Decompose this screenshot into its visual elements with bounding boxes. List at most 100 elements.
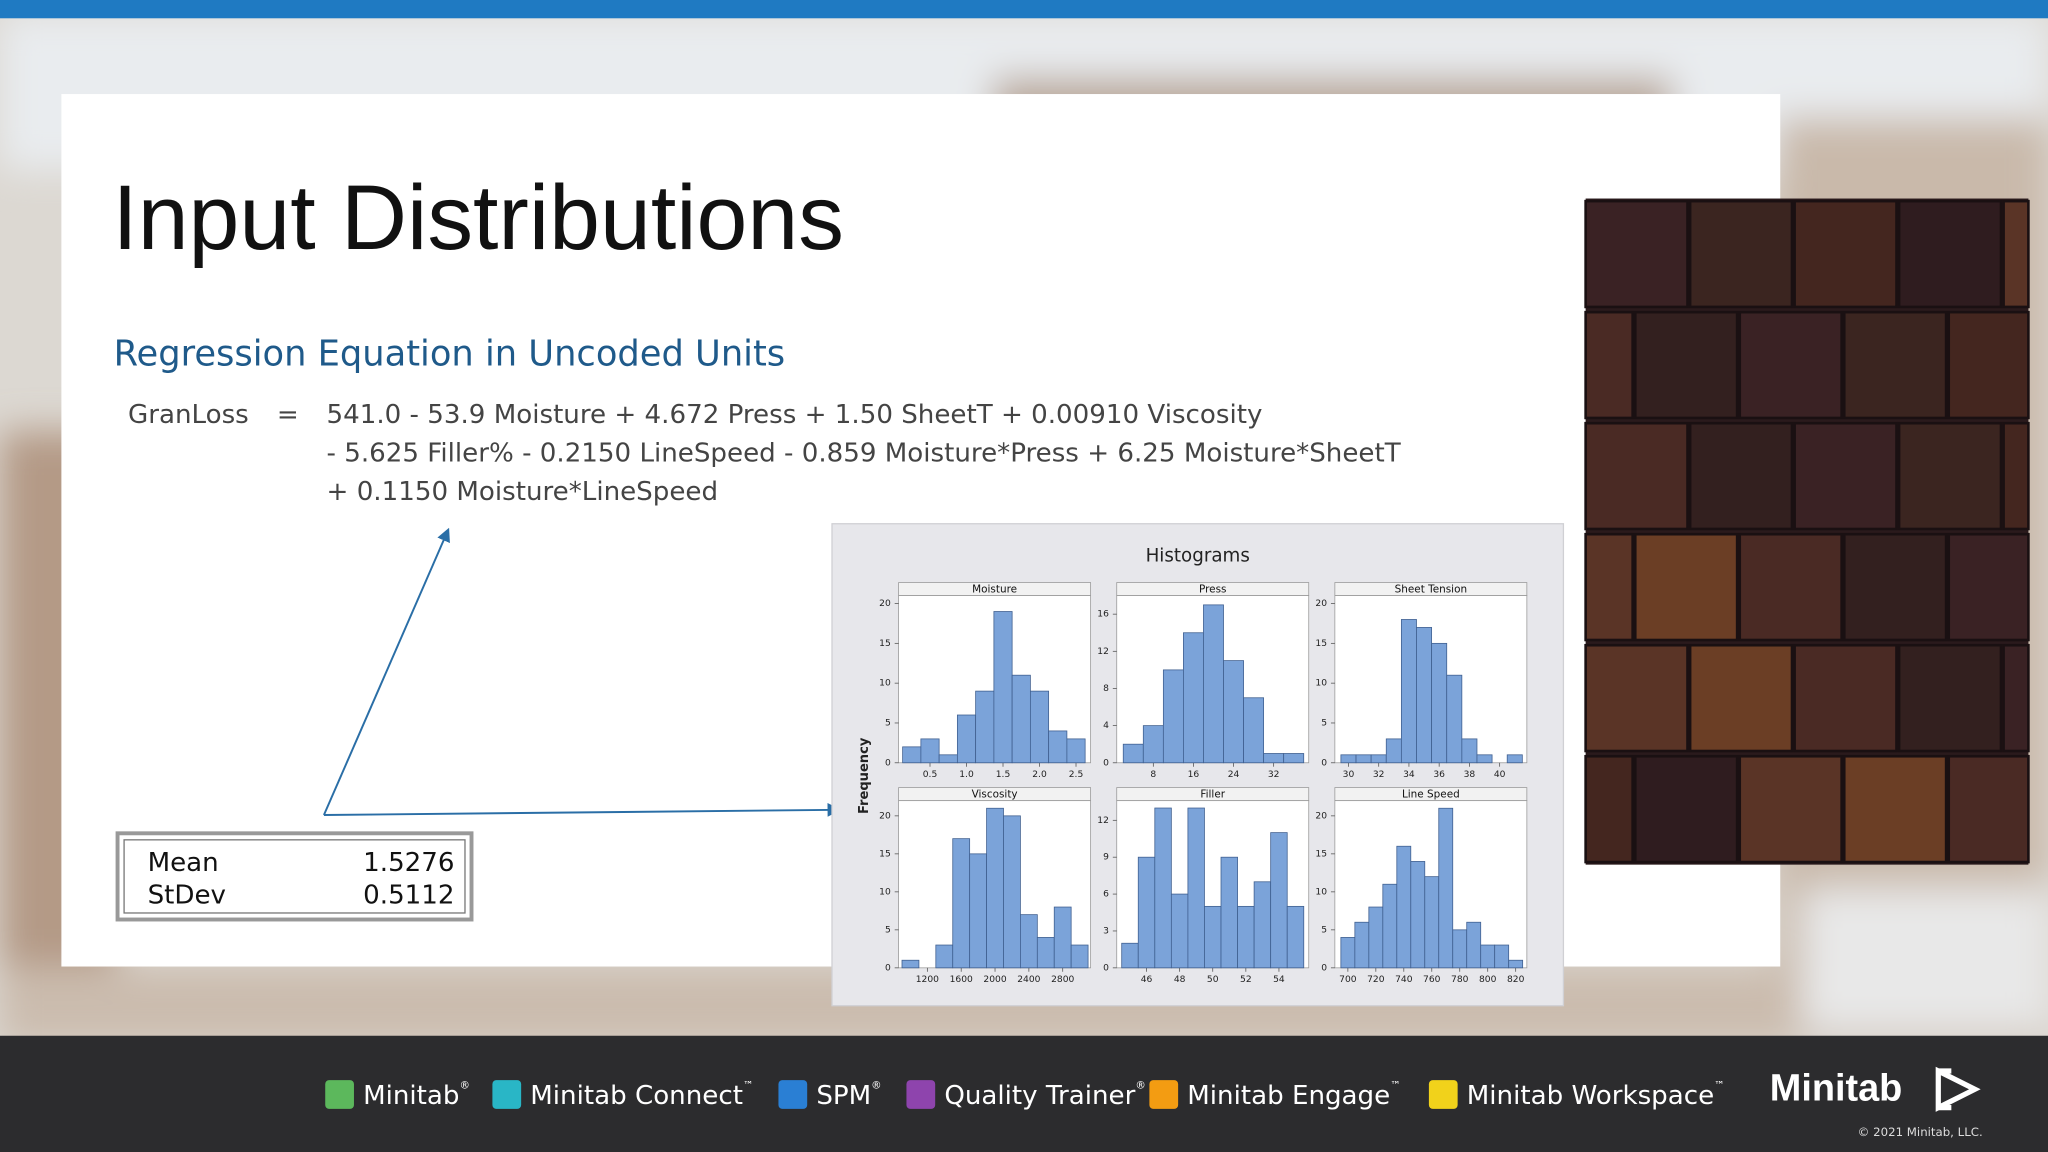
shingle-tab <box>1633 754 1739 864</box>
histogram-bar <box>1053 906 1072 969</box>
product-label: Quality Trainer <box>944 1080 1135 1110</box>
histogram-bar <box>1446 674 1463 764</box>
top-bar <box>0 0 2048 19</box>
x-tick-label: 50 <box>1207 975 1219 985</box>
shingle-tab <box>1793 421 1898 531</box>
x-tick-label: 2.5 <box>1069 770 1084 780</box>
y-tick-label: 5 <box>1321 718 1327 728</box>
histogram-bar <box>1461 738 1478 764</box>
x-tick-label: 1.5 <box>996 770 1011 780</box>
x-tick-label: 30 <box>1343 770 1355 780</box>
y-tick-label: 16 <box>1097 610 1109 620</box>
histogram-bar <box>1355 754 1372 764</box>
trademark: ™ <box>1714 1079 1724 1091</box>
x-tick-label: 8 <box>1150 770 1156 780</box>
histogram-bar <box>1020 914 1038 969</box>
histogram-bar <box>1452 929 1468 969</box>
x-tick-label: 760 <box>1423 975 1441 985</box>
histogram-bar <box>975 690 995 764</box>
shingle-tab <box>1842 310 1948 420</box>
histogram-bar <box>1203 604 1224 764</box>
histogram-bar <box>1354 921 1370 969</box>
shingle-tab <box>1947 754 2030 864</box>
y-tick-label: 10 <box>879 887 891 897</box>
shingle-base <box>1585 198 2029 865</box>
chart-title: Press <box>1199 584 1226 596</box>
stats-box-inner <box>123 839 466 914</box>
histogram-bar <box>1438 807 1454 969</box>
x-tick-label: 720 <box>1367 975 1385 985</box>
trademark: ™ <box>1390 1079 1400 1091</box>
stats-label: StDev <box>148 881 226 911</box>
histogram-bar <box>1183 632 1204 764</box>
x-tick-label: 1200 <box>916 975 939 985</box>
trademark: ® <box>1135 1079 1145 1091</box>
shingle-tab <box>1897 199 2003 309</box>
stats-value: 1.5276 <box>363 848 454 878</box>
regression-heading: Regression Equation in Uncoded Units <box>114 333 786 374</box>
x-tick-label: 40 <box>1494 770 1506 780</box>
y-tick-label: 15 <box>1315 849 1327 859</box>
shingle-tab <box>1738 310 1843 420</box>
x-tick-label: 38 <box>1464 770 1476 780</box>
histogram-bar <box>952 838 971 969</box>
equation-line: + 0.1150 Moisture*LineSpeed <box>327 477 719 507</box>
trademark: ® <box>871 1079 881 1091</box>
product-icon <box>1428 1080 1458 1109</box>
stats-table: Mean 1.5276 StDev 0.5112 <box>148 848 455 911</box>
histogram-bar <box>1142 725 1164 764</box>
y-axis-label: Frequency <box>857 737 872 814</box>
regression-equation: 541.0 - 53.9 Moisture + 4.672 Press + 1.… <box>327 400 1402 507</box>
histogram-bar <box>1122 743 1144 764</box>
histogram-bar <box>938 754 958 764</box>
histogram-bar <box>1340 754 1357 764</box>
histogram-bar <box>1263 753 1285 764</box>
y-tick-label: 5 <box>885 925 891 935</box>
shingle-tab <box>1738 754 1843 864</box>
y-tick-label: 0 <box>1103 963 1109 973</box>
product-name: Minitab Connect™ <box>530 1079 753 1110</box>
histogram-bar <box>1508 959 1524 969</box>
histogram-bar <box>1431 642 1448 764</box>
histogram: Press 0 4 8 12 16 8 16 24 32 <box>1097 582 1310 780</box>
histogram-bar <box>1368 906 1384 969</box>
histogram-bar <box>935 944 954 969</box>
histogram-bar <box>1270 832 1288 969</box>
shingle-tab <box>1947 310 2030 420</box>
histogram-bar <box>1340 937 1356 969</box>
equation-line: - 5.625 Filler% - 0.2150 LineSpeed - 0.8… <box>327 438 1402 468</box>
histogram-bar <box>1220 856 1238 969</box>
histogram-bar <box>1466 921 1482 969</box>
shingle-tab <box>2002 421 2030 531</box>
histogram-bar <box>1424 876 1440 969</box>
histogram-bar <box>1283 753 1305 764</box>
product-icon <box>778 1080 808 1109</box>
x-tick-label: 36 <box>1433 770 1445 780</box>
shingle-tab <box>1842 754 1948 864</box>
shingle-tab <box>1842 532 1948 642</box>
histogram-bar <box>1187 807 1205 969</box>
histogram-bar <box>969 853 987 969</box>
shingle-photo <box>1584 198 2030 865</box>
product-icon <box>325 1080 354 1109</box>
x-tick-label: 1.0 <box>959 770 974 780</box>
histogram-bar <box>956 714 977 764</box>
x-tick-label: 740 <box>1395 975 1413 985</box>
x-tick-label: 2.0 <box>1032 770 1047 780</box>
product-label: Minitab <box>363 1080 459 1110</box>
x-tick-label: 16 <box>1188 770 1200 780</box>
x-tick-label: 700 <box>1339 975 1357 985</box>
histogram-bar <box>1121 942 1139 969</box>
shingle-tab <box>1633 532 1739 642</box>
product-name: SPM® <box>816 1079 881 1110</box>
histogram-bar <box>1370 754 1387 764</box>
histogram-bar <box>1170 893 1189 969</box>
product-icon <box>906 1080 936 1109</box>
x-tick-label: 2000 <box>983 975 1006 985</box>
regression-equals: = <box>277 400 299 430</box>
product-name: Minitab Engage™ <box>1187 1079 1400 1110</box>
histogram-bar <box>1494 944 1510 969</box>
shingle-tab <box>1688 421 1794 531</box>
